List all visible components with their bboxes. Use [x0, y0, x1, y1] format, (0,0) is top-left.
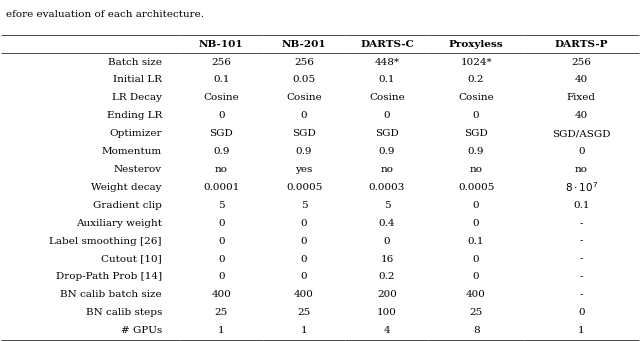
Text: efore evaluation of each architecture.: efore evaluation of each architecture. — [6, 10, 204, 19]
